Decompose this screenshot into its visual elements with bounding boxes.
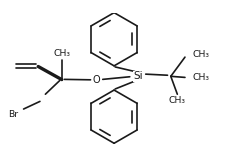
Text: CH₃: CH₃ [192,73,209,82]
Text: Si: Si [133,71,142,81]
Text: CH₃: CH₃ [192,50,209,59]
Text: CH₃: CH₃ [168,96,185,105]
Text: Br: Br [8,110,18,119]
Text: CH₃: CH₃ [53,49,70,58]
Text: O: O [92,75,100,85]
